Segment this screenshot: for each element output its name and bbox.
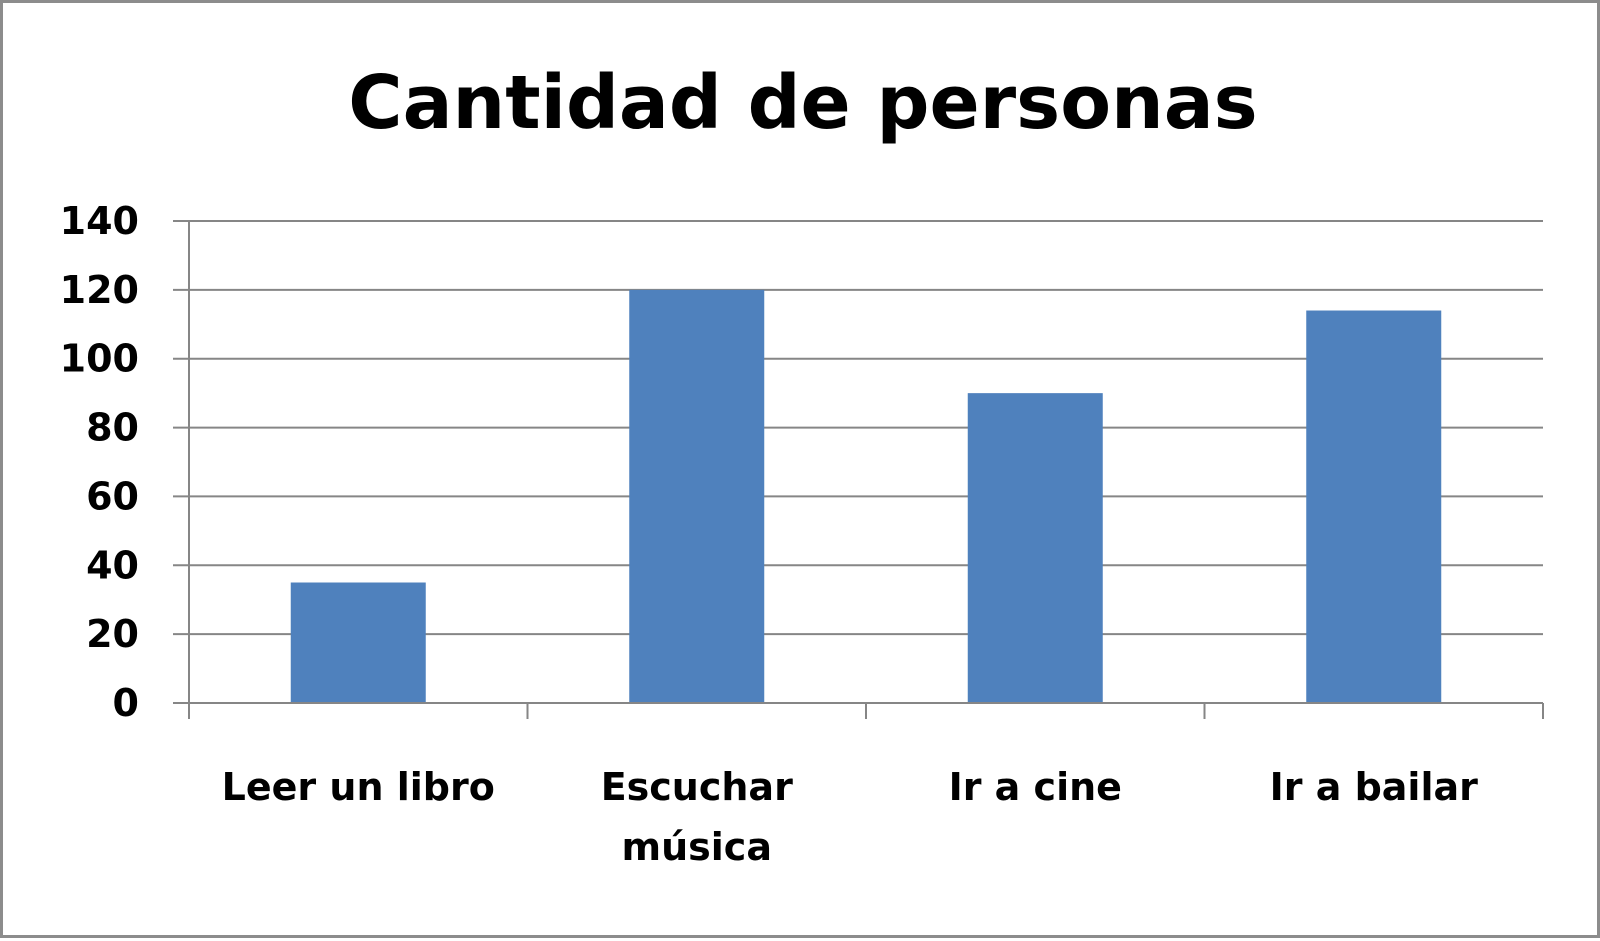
axes [173,221,1544,719]
y-tick-label: 140 [60,199,139,243]
x-category-labels: Leer un libro Escuchar música Ir a cine Ir a… [222,765,1478,869]
y-tick-label: 40 [86,543,139,587]
bar [1306,310,1442,703]
x-tick-label: Ir a bailar [1270,765,1479,809]
x-category-label: Escuchar música [601,765,793,869]
y-tick-label: 20 [86,612,139,656]
x-category-label: Ir a cine [949,765,1122,809]
y-tick-label: 0 [113,681,139,725]
x-tick-label: Ir a cine [949,765,1122,809]
x-category-label: Ir a bailar [1270,765,1479,809]
x-tick-label: Leer un libro [222,765,495,809]
x-tick-label: música [622,825,772,869]
y-tick-label: 120 [60,268,139,312]
bar [290,582,426,703]
y-tick-label: 60 [86,474,139,518]
bars [290,289,1442,703]
bar-chart: Cantidad de personas 020406080100120140 … [60,60,1544,869]
bar [629,289,765,703]
gridlines [173,220,1543,636]
x-category-label: Leer un libro [222,765,495,809]
chart-title: Cantidad de personas [348,60,1257,146]
y-tick-label: 80 [86,406,139,450]
x-tick-label: Escuchar [601,765,793,809]
y-tick-labels: 0 20 40 60 80 100 120 140 [60,199,139,725]
bar [967,393,1103,703]
y-tick-label: 100 [60,337,139,381]
